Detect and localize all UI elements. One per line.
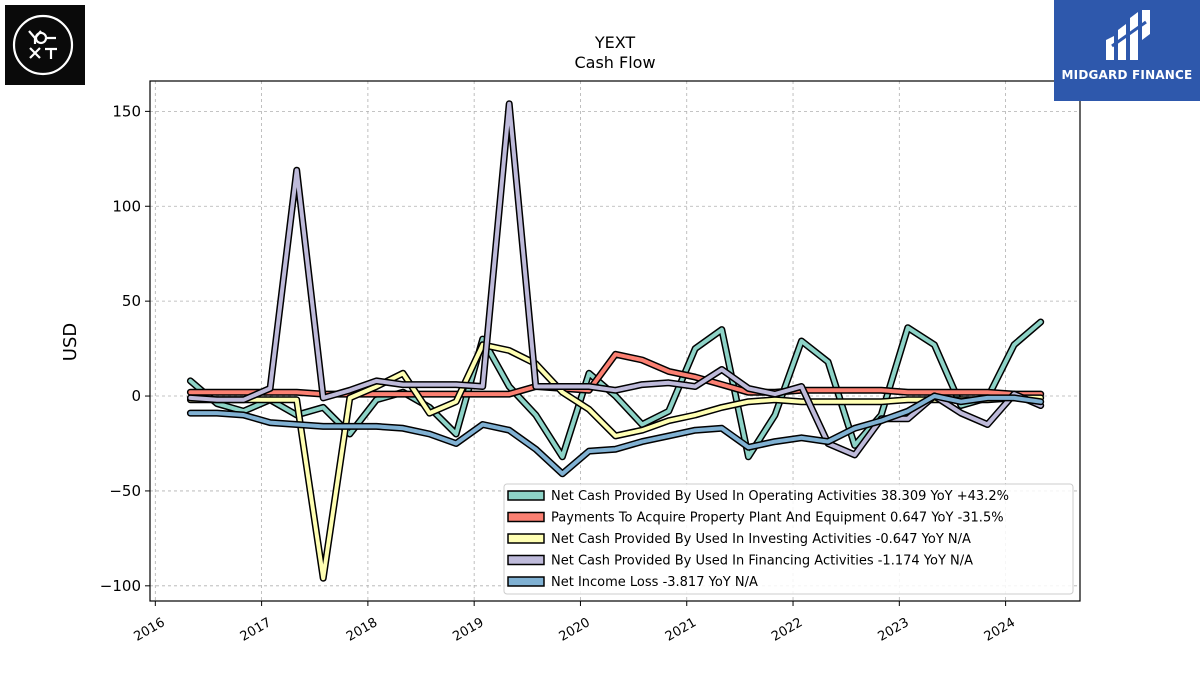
series-line-4 xyxy=(188,394,1043,476)
series-line-0 xyxy=(188,320,1043,459)
y-axis-label: USD xyxy=(60,323,81,361)
y-tick-label: 150 xyxy=(112,102,141,120)
x-tick-label: 2022 xyxy=(769,615,805,645)
midgard-logo-mark xyxy=(1106,10,1150,60)
yext-logo-mark xyxy=(12,14,74,76)
x-tick-label: 2016 xyxy=(131,615,167,645)
plot-frame xyxy=(149,80,1081,602)
x-tick-label: 2019 xyxy=(450,615,486,645)
yext-logo xyxy=(5,5,85,85)
series-line-3 xyxy=(188,101,1043,457)
x-tick-label: 2020 xyxy=(557,615,593,645)
legend-label-4: Net Income Loss -3.817 YoY N/A xyxy=(551,575,758,590)
series-line-2 xyxy=(188,342,1043,581)
legend-label-2: Net Cash Provided By Used In Investing A… xyxy=(551,532,971,547)
x-tick-label: 2023 xyxy=(875,615,911,645)
x-tick-label: 2017 xyxy=(238,615,274,645)
legend-swatch-1 xyxy=(507,511,545,523)
series-lines xyxy=(186,100,1045,582)
x-tick-label: 2018 xyxy=(344,615,380,645)
legend-swatch-3 xyxy=(507,554,545,566)
chart-subtitle: Cash Flow xyxy=(574,53,655,72)
legend-label-0: Net Cash Provided By Used In Operating A… xyxy=(551,489,1009,504)
legend-swatch-2 xyxy=(507,533,545,544)
legend-swatch-4 xyxy=(507,576,545,587)
legend-label-1: Payments To Acquire Property Plant And E… xyxy=(551,511,1004,526)
midgard-logo-text: MIDGARD FINANCE xyxy=(1061,68,1193,82)
y-tick-label: 0 xyxy=(131,387,141,405)
y-tick-label: −100 xyxy=(100,577,141,595)
y-tick-label: −50 xyxy=(109,482,141,500)
legend-label-3: Net Cash Provided By Used In Financing A… xyxy=(551,554,973,569)
chart-title: YEXT xyxy=(594,33,636,52)
legend-swatch-0 xyxy=(507,490,545,501)
y-tick-label: 100 xyxy=(112,197,141,215)
x-tick-label: 2021 xyxy=(663,615,699,645)
x-tick-label: 2024 xyxy=(982,615,1018,645)
legend-box xyxy=(503,483,1074,595)
y-tick-label: 50 xyxy=(122,292,141,310)
legend: Net Cash Provided By Used In Operating A… xyxy=(503,483,1074,595)
midgard-finance-logo: MIDGARD FINANCE xyxy=(1054,0,1200,101)
